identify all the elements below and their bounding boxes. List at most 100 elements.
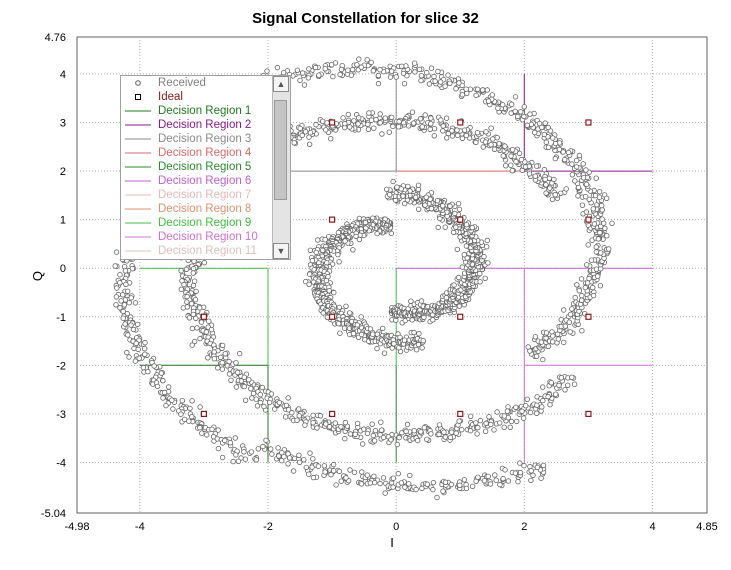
received-point xyxy=(381,350,388,356)
received-point xyxy=(494,134,500,141)
received-point xyxy=(375,72,382,79)
received-point xyxy=(330,73,336,80)
received-point xyxy=(310,456,316,462)
received-point xyxy=(534,410,540,416)
y-tick-label: 4.76 xyxy=(45,32,66,44)
legend-label: Decision Region 3 xyxy=(158,133,252,145)
received-point xyxy=(241,374,247,380)
legend-label: Decision Region 2 xyxy=(158,119,252,131)
received-point xyxy=(179,398,185,404)
received-point xyxy=(563,186,569,192)
received-point xyxy=(189,413,195,420)
received-point xyxy=(380,434,387,441)
received-point xyxy=(294,417,300,423)
received-point xyxy=(579,202,586,208)
received-point xyxy=(345,111,351,118)
received-point xyxy=(305,75,312,81)
received-point xyxy=(569,374,575,380)
received-point xyxy=(509,167,515,174)
received-point xyxy=(548,380,554,386)
received-point xyxy=(497,420,503,426)
received-point xyxy=(455,132,461,139)
line-marker-icon xyxy=(125,104,151,118)
received-point xyxy=(515,478,521,485)
received-point xyxy=(541,166,548,173)
received-point xyxy=(491,427,497,433)
received-point xyxy=(597,283,604,289)
received-point xyxy=(283,402,290,409)
received-point xyxy=(263,437,269,443)
legend-label: Decision Region 1 xyxy=(158,105,252,117)
legend-item: Decision Region 3 xyxy=(121,132,273,146)
received-point xyxy=(503,162,509,169)
received-point xyxy=(469,224,475,231)
received-point xyxy=(336,468,343,475)
received-point xyxy=(371,125,377,131)
received-point xyxy=(396,434,402,441)
received-point xyxy=(119,292,126,298)
legend-scrollbar[interactable]: ▲ ▼ xyxy=(272,76,290,259)
received-point xyxy=(449,133,456,139)
received-point xyxy=(468,413,474,419)
received-point xyxy=(259,384,265,391)
received-point xyxy=(579,292,585,299)
received-point xyxy=(309,257,316,264)
received-point xyxy=(459,92,466,98)
received-point xyxy=(442,434,448,440)
received-point xyxy=(584,262,590,268)
received-point xyxy=(269,451,275,457)
received-point xyxy=(435,224,441,231)
received-point xyxy=(423,194,429,200)
received-point xyxy=(413,486,419,493)
received-point xyxy=(169,397,175,403)
received-point xyxy=(142,339,148,346)
received-point xyxy=(360,441,366,447)
received-point xyxy=(378,427,385,433)
received-point xyxy=(194,325,200,331)
received-point xyxy=(591,221,598,227)
received-point xyxy=(380,475,387,481)
ideal-point xyxy=(585,410,592,418)
received-point xyxy=(403,428,409,435)
received-point xyxy=(125,332,131,338)
received-point xyxy=(332,60,339,66)
received-point xyxy=(551,176,557,183)
received-point xyxy=(434,494,440,501)
received-point xyxy=(354,62,360,68)
received-point xyxy=(540,462,547,469)
received-point xyxy=(302,129,309,135)
received-point xyxy=(567,329,573,335)
received-point xyxy=(545,144,552,150)
ideal-point xyxy=(328,410,336,418)
received-point xyxy=(126,354,132,360)
received-point xyxy=(550,333,556,339)
received-point xyxy=(543,139,549,145)
ideal-point xyxy=(328,216,336,223)
received-point xyxy=(485,473,491,480)
received-point xyxy=(454,127,460,133)
received-point xyxy=(586,275,592,282)
received-point xyxy=(565,382,571,388)
received-point xyxy=(475,86,481,92)
received-point xyxy=(272,406,278,412)
received-point xyxy=(518,156,525,163)
received-point xyxy=(463,243,470,249)
scroll-thumb[interactable] xyxy=(274,100,287,200)
received-point xyxy=(285,461,291,467)
received-point xyxy=(524,396,530,402)
received-point xyxy=(549,196,556,203)
received-point xyxy=(412,69,418,75)
y-tick-label: 3 xyxy=(60,117,66,129)
received-point xyxy=(378,419,384,425)
received-point xyxy=(562,156,568,163)
scroll-up-button[interactable]: ▲ xyxy=(273,76,289,92)
received-point xyxy=(451,282,457,288)
received-point xyxy=(297,459,303,465)
received-point xyxy=(454,246,460,253)
received-point xyxy=(342,419,349,426)
scroll-down-button[interactable]: ▼ xyxy=(273,243,289,259)
received-point xyxy=(228,377,234,383)
received-point xyxy=(402,484,408,490)
received-point xyxy=(599,207,605,213)
received-point xyxy=(456,274,462,281)
